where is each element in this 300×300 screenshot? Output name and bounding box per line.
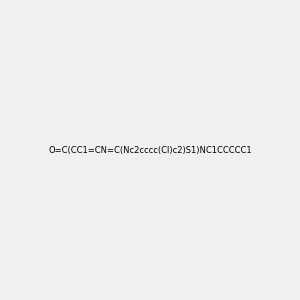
- Text: O=C(CC1=CN=C(Nc2cccc(Cl)c2)S1)NC1CCCCC1: O=C(CC1=CN=C(Nc2cccc(Cl)c2)S1)NC1CCCCC1: [48, 146, 252, 154]
